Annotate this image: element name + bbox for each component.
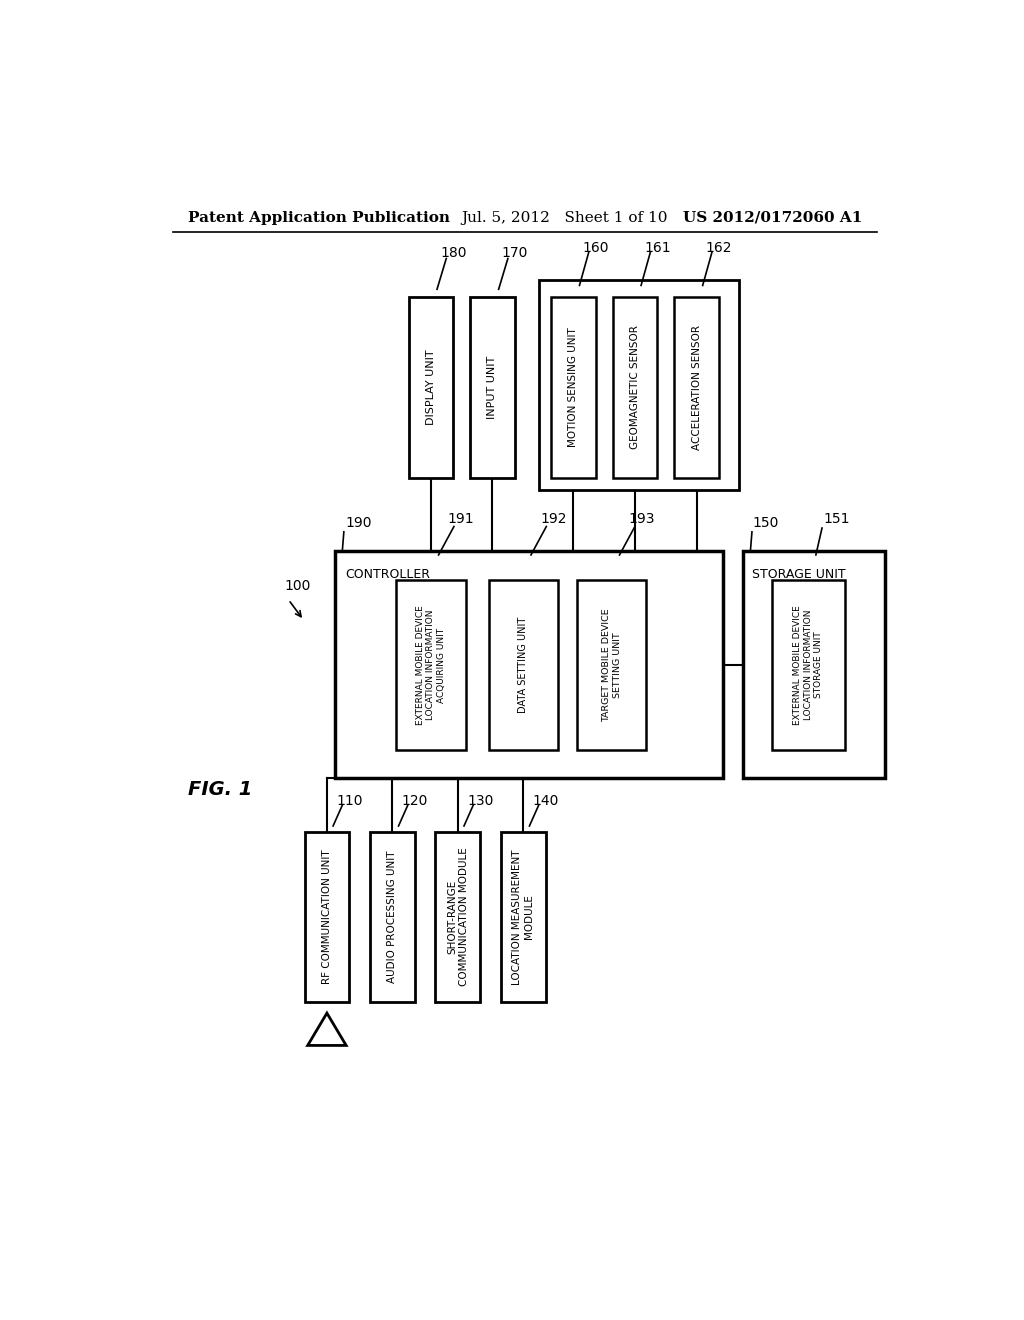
Bar <box>539 280 739 490</box>
Bar <box>612 297 657 478</box>
Text: 160: 160 <box>583 240 609 255</box>
Text: Jul. 5, 2012   Sheet 1 of 10: Jul. 5, 2012 Sheet 1 of 10 <box>462 211 669 224</box>
Bar <box>396 581 466 750</box>
Text: 191: 191 <box>447 512 474 527</box>
Bar <box>409 297 454 478</box>
Text: 150: 150 <box>752 516 778 529</box>
Bar <box>772 581 845 750</box>
Text: DISPLAY UNIT: DISPLAY UNIT <box>426 350 436 425</box>
Text: US 2012/0172060 A1: US 2012/0172060 A1 <box>683 211 862 224</box>
Text: GEOMAGNETIC SENSOR: GEOMAGNETIC SENSOR <box>630 326 640 449</box>
Bar <box>501 832 546 1002</box>
Text: 140: 140 <box>532 793 559 808</box>
Bar <box>435 832 480 1002</box>
Text: 162: 162 <box>706 240 732 255</box>
Text: 180: 180 <box>440 246 467 260</box>
Bar <box>470 297 515 478</box>
Text: MOTION SENSING UNIT: MOTION SENSING UNIT <box>568 327 579 447</box>
Text: EXTERNAL MOBILE DEVICE
LOCATION INFORMATION
ACQUIRING UNIT: EXTERNAL MOBILE DEVICE LOCATION INFORMAT… <box>416 605 445 725</box>
Text: CONTROLLER: CONTROLLER <box>345 568 430 581</box>
Bar <box>674 297 719 478</box>
Text: 110: 110 <box>336 793 362 808</box>
Text: 120: 120 <box>401 793 428 808</box>
Text: SHORT-RANGE
COMMUNICATION MODULE: SHORT-RANGE COMMUNICATION MODULE <box>447 847 469 986</box>
Text: EXTERNAL MOBILE DEVICE
LOCATION INFORMATION
STORAGE UNIT: EXTERNAL MOBILE DEVICE LOCATION INFORMAT… <box>794 605 823 725</box>
Text: 161: 161 <box>644 240 671 255</box>
Text: AUDIO PROCESSING UNIT: AUDIO PROCESSING UNIT <box>387 850 397 983</box>
Bar <box>370 832 415 1002</box>
Text: 170: 170 <box>502 246 528 260</box>
Text: INPUT UNIT: INPUT UNIT <box>487 356 498 420</box>
Text: 100: 100 <box>285 579 311 594</box>
Text: Patent Application Publication: Patent Application Publication <box>188 211 451 224</box>
Bar <box>335 552 724 779</box>
Text: 130: 130 <box>467 793 494 808</box>
Text: 190: 190 <box>345 516 372 529</box>
Text: ACCELERATION SENSOR: ACCELERATION SENSOR <box>691 325 701 450</box>
Text: FIG. 1: FIG. 1 <box>188 780 253 800</box>
Bar <box>742 552 885 779</box>
Text: 193: 193 <box>629 512 655 527</box>
Bar <box>304 832 349 1002</box>
Bar <box>578 581 646 750</box>
Text: 192: 192 <box>541 512 566 527</box>
Text: STORAGE UNIT: STORAGE UNIT <box>752 568 846 581</box>
Text: RF COMMUNICATION UNIT: RF COMMUNICATION UNIT <box>322 850 332 985</box>
Text: LOCATION MEASUREMENT
MODULE: LOCATION MEASUREMENT MODULE <box>512 849 535 985</box>
Text: DATA SETTING UNIT: DATA SETTING UNIT <box>518 616 528 713</box>
Text: 151: 151 <box>823 512 850 527</box>
Bar <box>488 581 558 750</box>
Text: TARGET MOBILE DEVICE
SETTING UNIT: TARGET MOBILE DEVICE SETTING UNIT <box>602 609 622 722</box>
Bar <box>551 297 596 478</box>
